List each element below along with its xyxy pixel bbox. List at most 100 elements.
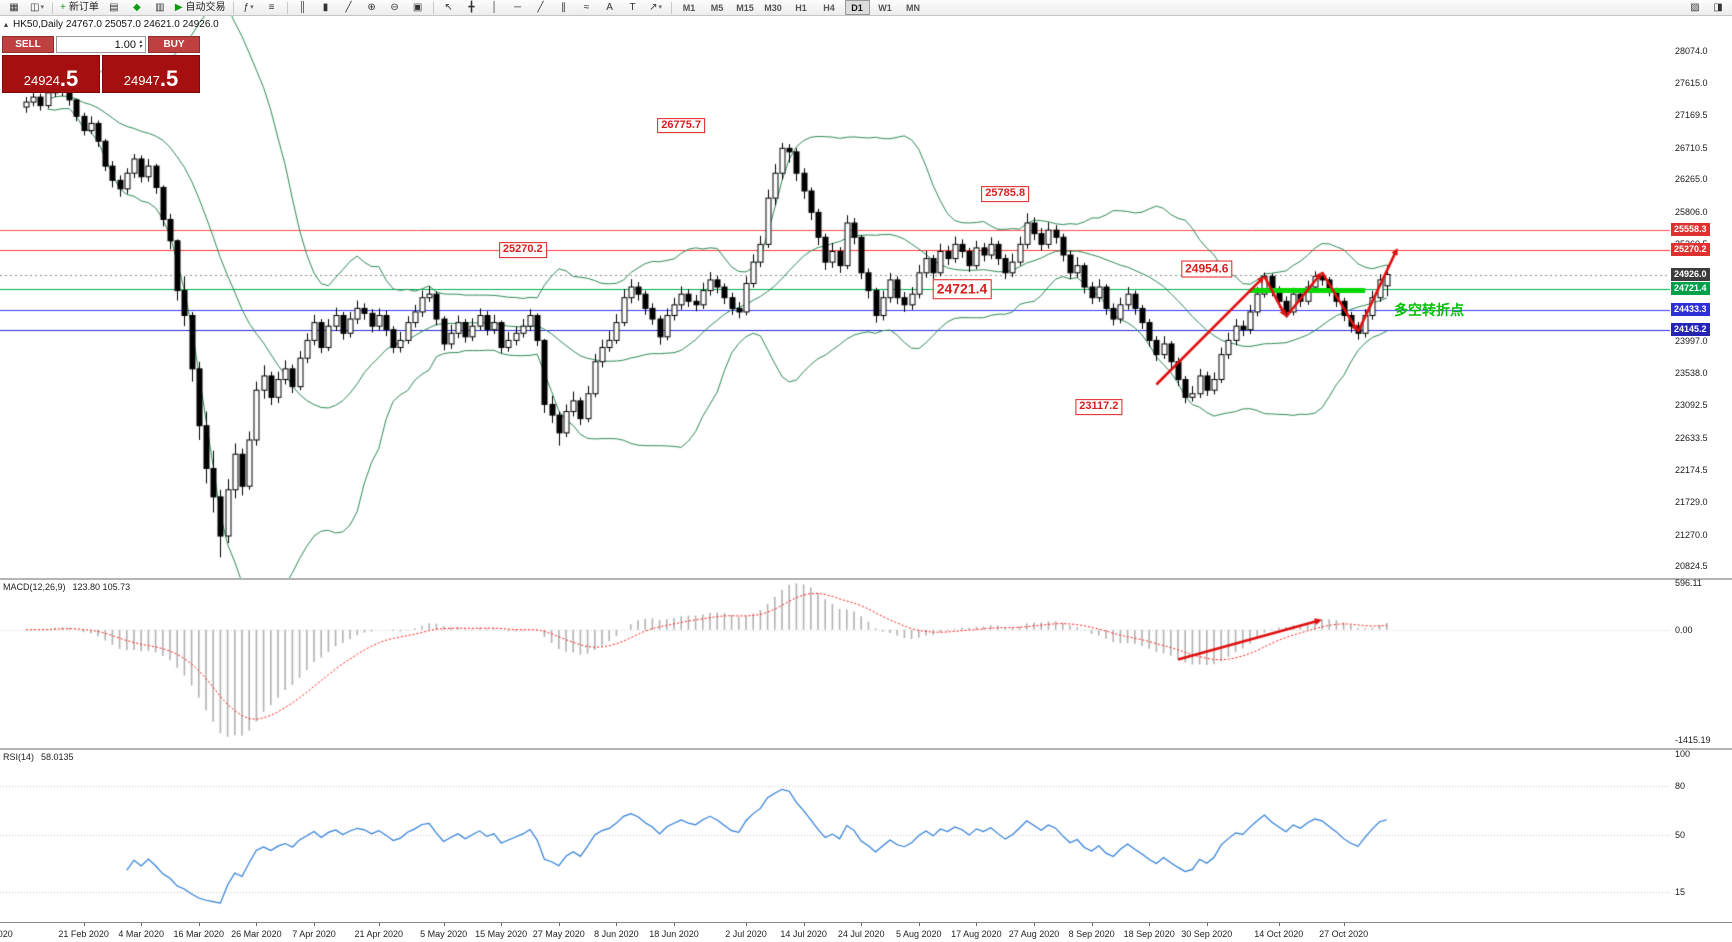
price-tag: 24145.2 [1671, 323, 1710, 337]
horizontal-line-button[interactable]: ─ [507, 0, 529, 16]
toolbar-separator [670, 1, 672, 14]
chart-profiles-button[interactable]: ◫ ▾ [26, 0, 48, 16]
chart-list-icon: ▨ [1690, 1, 1700, 13]
date-label: 1 Feb 2020 [0, 929, 13, 939]
horizontal-line-icon: ─ [514, 1, 522, 13]
price-annotation: 24954.6 [1181, 260, 1233, 278]
data-window-button[interactable]: ◆ [126, 0, 148, 16]
text-button[interactable]: A [599, 0, 621, 16]
new-order-button[interactable]: + 新订单 [57, 0, 102, 16]
vertical-line-button[interactable]: │ [484, 0, 506, 16]
volume-up-icon[interactable]: ▴ [138, 38, 142, 45]
buy-price-main: 24947 [123, 73, 160, 88]
date-label: 27 Oct 2020 [1319, 929, 1369, 939]
market-watch-button[interactable]: ▤ [103, 0, 125, 16]
zoom-out-button[interactable]: ⊖ [384, 0, 406, 16]
chart-list-button[interactable]: ▨ [1684, 0, 1706, 16]
new-chart-icon: ▦ [9, 1, 19, 13]
objects-list-icon: ≡ [268, 1, 275, 13]
timeframe-button-M5[interactable]: M5 [710, 2, 724, 13]
tile-windows-button[interactable]: ▣ [407, 0, 429, 16]
new-chart-button[interactable]: ▦ [3, 0, 25, 16]
sell-button[interactable]: SELL [2, 36, 54, 53]
main-chart-canvas[interactable] [0, 16, 1670, 578]
date-label: 15 May 2020 [475, 929, 528, 939]
candlestick-chart-type-icon: ▮ [322, 1, 329, 13]
bid-price-tag: 24926.0 [1671, 267, 1710, 281]
macd-axis-label: -1415.19 [1675, 735, 1711, 746]
price-axis-label: 26710.5 [1675, 142, 1708, 153]
macd-axis-label: 596.11 [1675, 578, 1702, 589]
sell-price-pips: .5 [59, 66, 79, 92]
cursor-button[interactable]: ↖ [438, 0, 460, 16]
timeframe-button-M15[interactable]: M15 [736, 2, 754, 13]
time-axis-tick [1034, 923, 1035, 926]
navigator-button[interactable]: ▥ [149, 0, 171, 16]
text-label-button[interactable]: T [622, 0, 644, 16]
toolbar-separator [286, 1, 288, 14]
time-axis-tick [616, 923, 617, 926]
timeframe-button-W1[interactable]: W1 [878, 2, 892, 13]
date-label: 27 May 2020 [532, 929, 585, 939]
rsi-canvas[interactable] [0, 750, 1670, 922]
time-axis-tick [1149, 923, 1150, 926]
rsi-axis-label: 100 [1675, 749, 1691, 759]
candlestick-chart-type-button[interactable]: ▮ [315, 0, 337, 16]
zoom-in-icon: ⊕ [367, 1, 376, 13]
sell-price[interactable]: 24924.5 [2, 55, 100, 93]
zoom-in-button[interactable]: ⊕ [361, 0, 383, 16]
chart-profiles-icon: ◫ [30, 1, 40, 13]
date-label: 14 Jul 2020 [780, 929, 827, 939]
time-axis-tick [1092, 923, 1093, 926]
volume-field[interactable]: 1.00 ▴ ▾ [56, 36, 146, 53]
toolbar-separator [52, 1, 53, 14]
auto-trading-button[interactable]: ▶ 自动交易 [172, 0, 229, 16]
date-label: 8 Jun 2020 [594, 929, 639, 939]
price-annotation: 25785.8 [981, 185, 1030, 202]
time-axis-tick [314, 923, 315, 926]
macd-canvas[interactable] [0, 580, 1670, 748]
line-chart-type-button[interactable]: ╱ [338, 0, 360, 16]
price-axis[interactable]: 28074.0 27615.0 27169.5 26710.5 26265.0 25806… [1670, 16, 1732, 578]
text-label-icon: T [629, 1, 636, 13]
cursor-icon: ↖ [444, 1, 453, 13]
fibonacci-button[interactable]: ≈ [576, 0, 598, 16]
bar-chart-type-button[interactable]: ║ [292, 0, 314, 16]
buy-button[interactable]: BUY [148, 36, 200, 53]
time-axis-tick [976, 923, 977, 926]
objects-list-button[interactable]: ≡ [261, 0, 283, 16]
date-label: 14 Oct 2020 [1254, 929, 1304, 939]
timeframe-button-D1[interactable]: D1 [844, 0, 870, 15]
new-order-icon: + [60, 1, 66, 13]
date-label: 8 Sep 2020 [1068, 929, 1115, 939]
one-click-collapse-icon[interactable]: ▴ [4, 20, 9, 29]
trendline-button[interactable]: ╱ [530, 0, 552, 16]
date-label: 2 Jul 2020 [725, 929, 767, 939]
price-axis-label: 22174.5 [1675, 465, 1708, 476]
navigator-icon: ▥ [155, 1, 165, 13]
equidistant-channel-button[interactable]: ∥ [553, 0, 575, 16]
buy-price[interactable]: 24947.5 [102, 55, 200, 93]
timeframe-button-H4[interactable]: H4 [823, 2, 835, 13]
indicators-button[interactable]: ƒ ▾ [238, 0, 260, 16]
buy-price-pips: .5 [159, 66, 179, 92]
time-axis[interactable]: 1 Feb 2020 21 Feb 2020 4 Mar 2020 16 Mar 20… [0, 922, 1732, 942]
timeframe-button-M30[interactable]: M30 [764, 2, 782, 13]
timeframe-button-MN[interactable]: MN [906, 2, 921, 13]
crosshair-button[interactable]: ╋ [461, 0, 483, 16]
date-label: 5 May 2020 [420, 929, 468, 939]
price-axis-label: 26265.0 [1675, 174, 1708, 185]
timeframe-button-H1[interactable]: H1 [795, 2, 807, 13]
time-axis-tick [559, 923, 560, 926]
price-axis-label: 27169.5 [1675, 109, 1708, 120]
price-axis-label: 21270.0 [1675, 529, 1708, 540]
toolbar-separator [232, 1, 234, 14]
volume-down-icon[interactable]: ▾ [138, 43, 142, 50]
price-axis-label: 25806.0 [1675, 206, 1708, 217]
date-label: 27 Aug 2020 [1008, 929, 1060, 939]
docking-button[interactable]: ◨ [1707, 0, 1729, 16]
time-axis-tick [1207, 923, 1208, 926]
timeframe-button-M1[interactable]: M1 [682, 2, 696, 13]
arrows-button[interactable]: ↗ ▾ [645, 0, 667, 16]
